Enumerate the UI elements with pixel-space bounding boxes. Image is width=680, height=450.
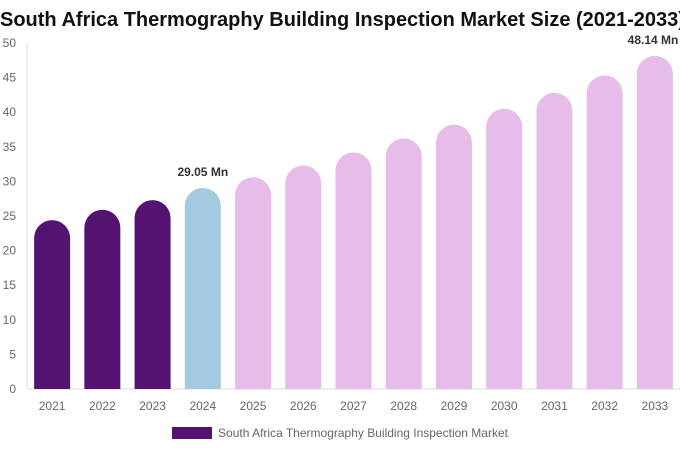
bar-2029 (435, 124, 472, 389)
y-tick-label: 45 (3, 71, 17, 85)
y-tick-label: 10 (3, 313, 17, 327)
bar-2026 (285, 165, 322, 389)
chart-title: South Africa Thermography Building Inspe… (0, 9, 680, 31)
bar-2033 (636, 55, 673, 389)
bar-2022 (84, 209, 121, 389)
y-tick-label: 30 (3, 174, 17, 188)
y-tick-label: 35 (3, 140, 17, 154)
x-tick-label: 2029 (441, 399, 468, 413)
x-tick-label: 2022 (89, 399, 116, 413)
x-tick-label: 2021 (39, 399, 66, 413)
x-tick-label: 2028 (390, 399, 417, 413)
legend-swatch (172, 427, 213, 439)
x-tick-label: 2027 (340, 399, 367, 413)
x-tick-label: 2026 (290, 399, 317, 413)
data-label: 48.14 Mn (628, 33, 679, 47)
x-tick-label: 2023 (139, 399, 166, 413)
y-tick-label: 0 (9, 382, 16, 396)
y-tick-label: 15 (3, 278, 17, 292)
x-tick-label: 2032 (591, 399, 618, 413)
x-tick-label: 2024 (189, 399, 216, 413)
bar-2023 (134, 200, 171, 389)
x-tick-label: 2031 (541, 399, 568, 413)
bar-2024 (184, 187, 221, 389)
bar-2021 (34, 220, 71, 389)
data-label: 29.05 Mn (177, 165, 228, 179)
bar-2032 (586, 75, 623, 390)
y-tick-label: 5 (9, 347, 16, 361)
y-tick-label: 40 (3, 105, 17, 119)
x-tick-label: 2030 (491, 399, 518, 413)
bar-2028 (385, 138, 422, 389)
bar-2027 (335, 152, 372, 389)
bar-2031 (536, 92, 573, 389)
x-tick-label: 2033 (642, 399, 669, 413)
y-tick-label: 25 (3, 209, 17, 223)
bar-2030 (486, 108, 523, 390)
x-tick-label: 2025 (240, 399, 267, 413)
legend: South Africa Thermography Building Inspe… (0, 426, 680, 440)
legend-label: South Africa Thermography Building Inspe… (218, 426, 508, 440)
y-tick-label: 20 (3, 244, 17, 258)
y-tick-label: 50 (3, 36, 17, 50)
bar-2025 (235, 177, 272, 389)
